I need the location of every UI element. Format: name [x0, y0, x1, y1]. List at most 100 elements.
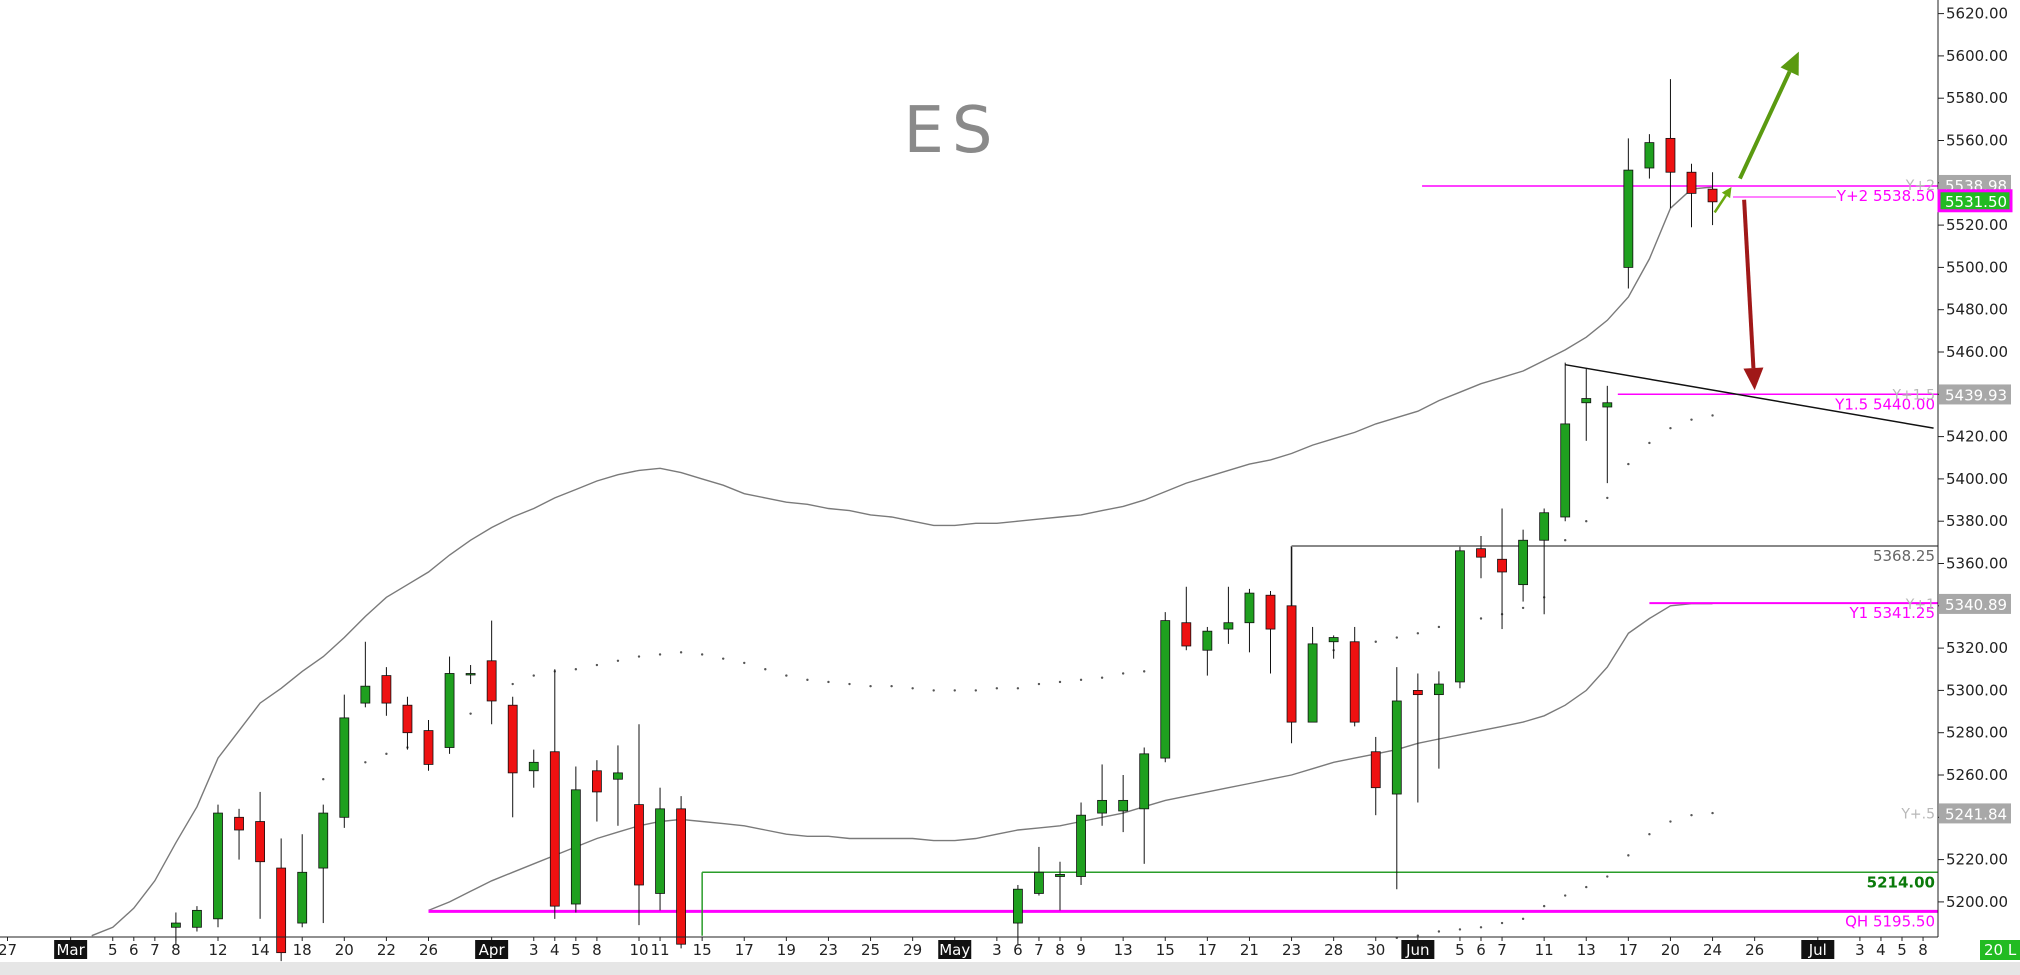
- candle-up: [570, 789, 581, 905]
- lower-band-line: [428, 603, 1713, 912]
- mid-dot: [1648, 441, 1651, 445]
- mid-dot: [953, 689, 956, 692]
- y-tick-label: 5220.00: [1946, 851, 2008, 869]
- mid-dot: [1016, 687, 1020, 690]
- x-month-label: Jul: [1808, 941, 1827, 959]
- candle-up: [1118, 799, 1129, 812]
- qh-line-label: QH 5195.50: [1845, 912, 1935, 930]
- x-tick-label: 5: [571, 941, 581, 959]
- y15-axis-tag: [1939, 384, 2011, 405]
- bands-layer: [91, 186, 1714, 940]
- bull-arrow-large: [1738, 70, 1792, 180]
- mid-dot: [1690, 418, 1693, 421]
- low-dot: [1669, 820, 1672, 823]
- mid-dot: [1121, 672, 1125, 675]
- candle-up: [360, 685, 371, 704]
- x-tick-label: 22: [377, 941, 396, 959]
- mid-dot: [785, 674, 788, 677]
- candle-up: [1328, 637, 1339, 643]
- x-tick-label: 3: [992, 941, 1002, 959]
- x-tick-label: 15: [1156, 941, 1175, 959]
- x-tick-label: 12: [208, 941, 227, 959]
- corner-badge: [1980, 940, 2020, 960]
- y1-axis-tag-text: 5340.89: [1945, 596, 2007, 614]
- x-tick-label: 8: [592, 941, 602, 959]
- bear-arrow-head: [1743, 367, 1764, 391]
- mid-dot: [764, 668, 767, 671]
- candle-up: [1202, 630, 1213, 651]
- candle-up: [1434, 683, 1444, 696]
- candle-up: [444, 673, 455, 748]
- x-tick-label: 26: [419, 941, 438, 959]
- x-tick-label: 20: [1661, 941, 1680, 959]
- x-tick-label: 7: [150, 941, 160, 959]
- low-dot: [1690, 813, 1693, 817]
- candle-up: [613, 772, 623, 780]
- x-tick-label: 5: [1897, 941, 1907, 959]
- y-tick-label: 5560.00: [1946, 132, 2008, 150]
- candle-up: [1076, 814, 1086, 877]
- candle-down: [1370, 751, 1381, 789]
- mid-dot: [1564, 539, 1567, 542]
- candle-down: [1412, 690, 1423, 696]
- mid-dot: [995, 687, 999, 690]
- y-tick-label: 5200.00: [1946, 893, 2008, 911]
- mid-dot: [911, 687, 914, 690]
- x-tick-label: 9: [1076, 941, 1086, 959]
- mid-dot: [1669, 426, 1672, 430]
- x-tick-label: 6: [1013, 941, 1023, 959]
- x-tick-label: 5: [108, 941, 118, 959]
- x-tick-label: 4: [550, 941, 560, 959]
- candle-up: [1560, 423, 1571, 518]
- candle-up: [1097, 799, 1107, 814]
- candle-up: [1455, 550, 1465, 683]
- candle-down: [634, 804, 644, 886]
- mid-dot: [616, 659, 620, 662]
- y-tick-label: 5280.00: [1946, 724, 2008, 742]
- mid-dot: [1416, 632, 1420, 635]
- mid-dot: [1437, 625, 1441, 629]
- candle-up: [1602, 402, 1613, 408]
- low-dot: [1711, 811, 1714, 815]
- scrollbar-track: [0, 962, 2020, 975]
- low-dot: [1648, 833, 1651, 836]
- low-dot: [1437, 930, 1441, 933]
- low-dot: [1458, 928, 1462, 931]
- levels-layer: QH 5195.50 5214.00 5368.25 Y1 5341.25 Y1.5 5…: [428, 185, 1938, 936]
- last-price-tag-text: 5531.50: [1945, 193, 2007, 211]
- low-dot: [1500, 921, 1504, 925]
- mid-dot: [806, 678, 809, 682]
- mid-dot: [700, 653, 704, 656]
- candle-up: [1307, 643, 1318, 723]
- x-tick-label: 7: [1034, 941, 1044, 959]
- candle-down: [1665, 137, 1676, 173]
- x-tick-label: 3: [529, 941, 539, 959]
- y-tick-label: 5400.00: [1946, 470, 2008, 488]
- x-tick-label: 8: [1055, 941, 1065, 959]
- mid-dot: [574, 668, 578, 671]
- low-dot: [1542, 904, 1546, 908]
- y-tick-label: 5360.00: [1946, 555, 2008, 573]
- x-month-box: [1801, 940, 1835, 959]
- candle-up: [1391, 700, 1402, 795]
- x-tick-label: 6: [129, 941, 139, 959]
- candle-up: [528, 761, 539, 772]
- x-tick-label: 7: [1497, 941, 1507, 959]
- x-tick-label: 17: [1198, 941, 1217, 959]
- x-tick-label: 8: [1918, 941, 1928, 959]
- y-tick-label: 5380.00: [1946, 512, 2008, 530]
- candle-down: [1686, 171, 1697, 194]
- mid-dot: [1711, 414, 1714, 417]
- corner-badge-label: 20 L: [1984, 941, 2017, 959]
- y05-axis-tag-ghost: Y+.5: [1900, 806, 1935, 822]
- x-tick-label: 19: [777, 941, 796, 959]
- x-tick-label: 25: [861, 941, 880, 959]
- x-tick-label: 14: [251, 941, 270, 959]
- x-tick-label: 24: [1703, 941, 1722, 959]
- low-dot: [1479, 926, 1483, 929]
- candle-down: [402, 704, 413, 734]
- x-month-box: [475, 940, 509, 959]
- candle-down: [255, 821, 266, 863]
- y-tick-label: 5500.00: [1946, 258, 2008, 276]
